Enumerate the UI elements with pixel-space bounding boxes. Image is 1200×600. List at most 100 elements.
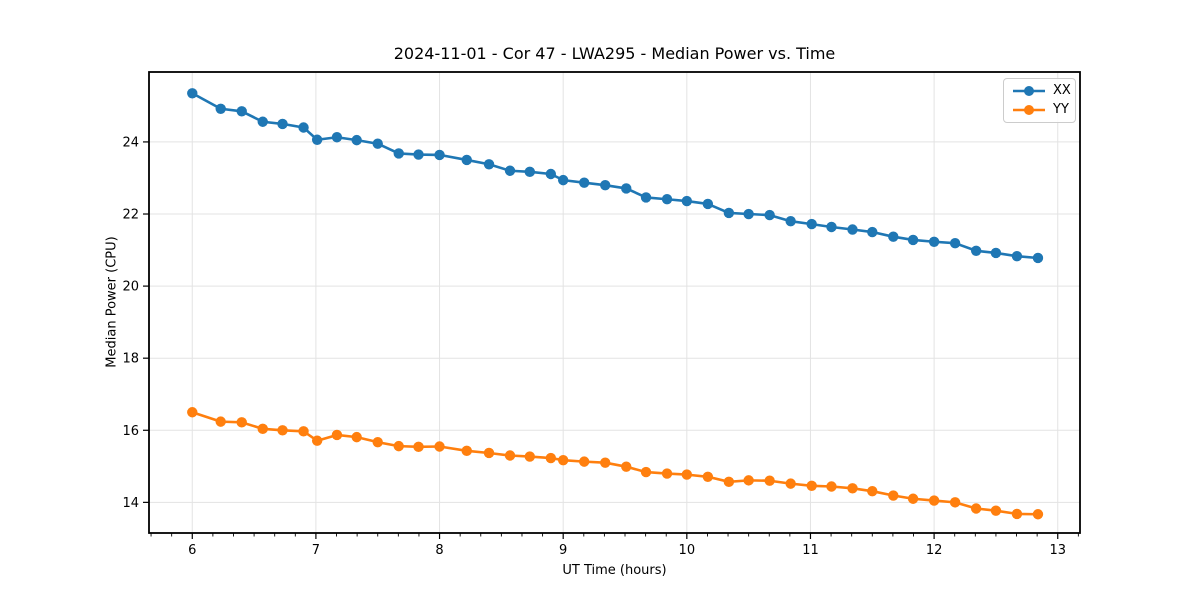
data-point-xx [298, 122, 309, 133]
data-point-xx [331, 132, 343, 143]
data-point-yy [847, 483, 858, 494]
chart-title: 2024-11-01 - Cor 47 - LWA295 - Median Po… [393, 44, 836, 63]
data-point-xx [640, 192, 652, 203]
data-point-yy [311, 435, 323, 446]
data-point-yy [702, 471, 714, 482]
data-point-yy [806, 480, 817, 491]
legend-label-yy: YY [1053, 102, 1069, 117]
data-point-xx [723, 207, 735, 219]
data-point-yy [785, 478, 796, 489]
data-point-yy [393, 440, 404, 452]
data-point-xx [1011, 250, 1023, 262]
data-point-xx [277, 118, 288, 130]
data-point-yy [545, 452, 557, 464]
data-point-xx [743, 208, 754, 220]
data-point-xx [393, 148, 404, 159]
data-point-yy [187, 407, 198, 418]
legend-item-yy: YY [1012, 101, 1069, 119]
data-point-xx [504, 165, 516, 176]
data-point-yy [928, 495, 940, 506]
data-point-yy [351, 431, 362, 443]
data-point-yy [743, 475, 754, 486]
y-tick-label: 24 [122, 135, 139, 150]
x-tick-label: 11 [802, 543, 819, 558]
y-tick-label: 22 [122, 208, 139, 223]
data-point-yy [461, 445, 472, 457]
data-point-yy [1011, 508, 1023, 520]
data-point-yy [681, 469, 693, 480]
data-point-yy [434, 441, 445, 452]
data-point-yy [557, 454, 569, 466]
data-point-yy [257, 423, 268, 435]
data-point-yy [970, 503, 982, 514]
data-point-xx [785, 216, 796, 227]
data-point-xx [764, 209, 775, 221]
data-point-yy [372, 436, 383, 448]
y-axis-label: Median Power (CPU) [104, 236, 120, 368]
y-tick-label: 20 [122, 280, 139, 295]
x-tick-label: 6 [188, 543, 196, 558]
data-point-xx [949, 238, 961, 249]
data-point-yy [413, 441, 424, 453]
data-point-yy [867, 485, 878, 497]
data-point-xx [970, 245, 982, 256]
axes-spines [148, 71, 1081, 534]
data-point-xx [351, 134, 362, 146]
data-point-xx [990, 247, 1002, 259]
x-tick-label: 9 [559, 543, 567, 558]
data-point-xx [888, 231, 899, 242]
x-tick-label: 7 [312, 543, 320, 558]
data-point-yy [524, 451, 536, 462]
series-line-xx [190, 91, 1040, 260]
data-point-yy [1032, 509, 1044, 520]
data-point-yy [661, 468, 673, 479]
data-point-xx [806, 218, 817, 230]
data-point-yy [579, 456, 590, 467]
data-point-yy [504, 450, 516, 461]
data-point-xx [557, 174, 569, 186]
data-point-xx [702, 198, 714, 210]
data-point-yy [621, 461, 632, 472]
data-point-yy [600, 457, 611, 468]
data-point-yy [990, 505, 1002, 516]
data-point-xx [867, 226, 878, 238]
data-point-yy [277, 425, 288, 436]
data-point-yy [907, 493, 919, 504]
data-point-xx [187, 88, 198, 99]
data-point-yy [640, 466, 652, 478]
data-point-xx [413, 149, 424, 160]
data-point-xx [681, 195, 693, 207]
data-point-xx [311, 134, 323, 145]
x-tick-label: 12 [926, 543, 943, 558]
data-point-yy [764, 475, 775, 486]
data-point-xx [257, 116, 268, 127]
x-tick-label: 10 [679, 543, 696, 558]
data-point-xx [545, 168, 557, 180]
data-point-xx [928, 236, 940, 247]
data-point-xx [907, 234, 919, 246]
data-point-xx [621, 183, 632, 194]
y-tick-label: 18 [122, 352, 139, 367]
data-point-yy [723, 476, 735, 488]
data-point-xx [372, 138, 383, 149]
data-point-yy [215, 416, 226, 427]
data-point-yy [483, 447, 495, 459]
data-point-yy [826, 481, 837, 492]
data-point-xx [524, 166, 536, 178]
data-point-yy [298, 426, 309, 437]
legend: XX YY [1003, 78, 1076, 123]
legend-label-xx: XX [1053, 83, 1071, 98]
legend-item-xx: XX [1012, 82, 1071, 100]
y-tick-label: 16 [122, 424, 139, 439]
x-tick-label: 13 [1049, 543, 1066, 558]
data-point-xx [236, 106, 247, 117]
y-tick-label: 14 [122, 496, 139, 511]
xx-line-marker-sample [1013, 86, 1045, 96]
data-point-xx [661, 194, 673, 205]
data-point-xx [434, 149, 445, 161]
data-point-xx [600, 179, 611, 191]
data-point-xx [483, 159, 495, 170]
data-point-xx [579, 177, 590, 188]
